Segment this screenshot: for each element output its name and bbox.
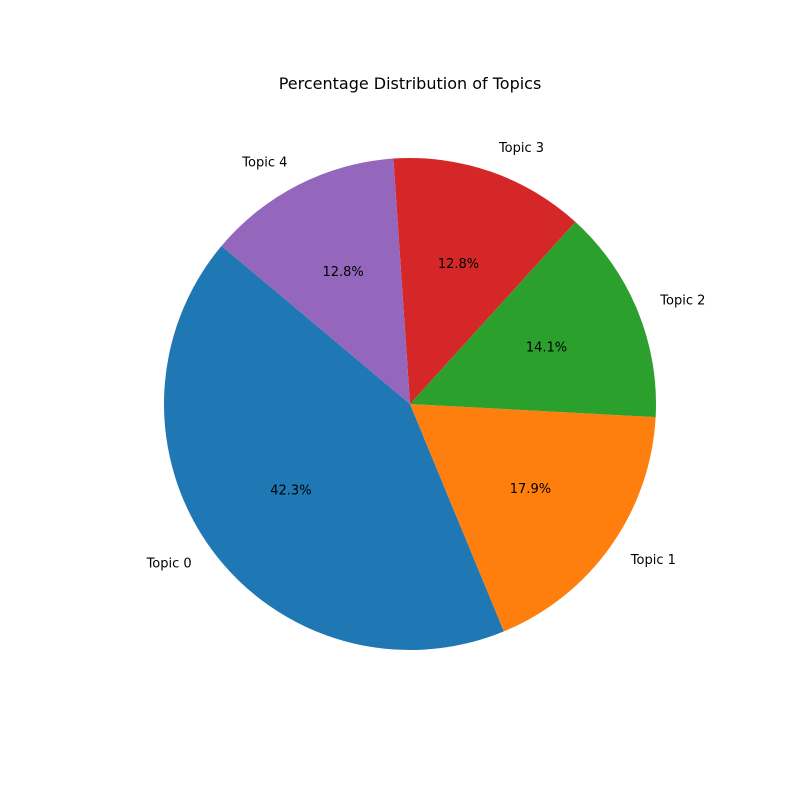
pie-labels: Topic 0 42.3% Topic 1 17.9% Topic 2 14.1% Topi… [146,141,706,571]
pie-slices [164,158,656,650]
slice-label-0: Topic 0 [146,556,192,571]
slice-percent-3: 12.8% [438,257,479,272]
slice-percent-4: 12.8% [322,265,363,280]
pie-slice-0 [164,245,504,650]
pie-slice-2 [410,221,656,418]
slice-percent-2: 14.1% [526,340,567,355]
slice-label-1: Topic 1 [630,553,676,568]
chart-title: Percentage Distribution of Topics [279,74,542,93]
slice-label-2: Topic 2 [659,294,705,309]
slice-percent-0: 42.3% [270,484,311,499]
pie-slice-3 [393,158,576,404]
pie-slice-1 [410,404,656,632]
pie-slice-4 [221,158,410,404]
slice-percent-1: 17.9% [510,482,551,497]
slice-label-3: Topic 3 [498,141,544,156]
slice-label-4: Topic 4 [241,155,287,170]
